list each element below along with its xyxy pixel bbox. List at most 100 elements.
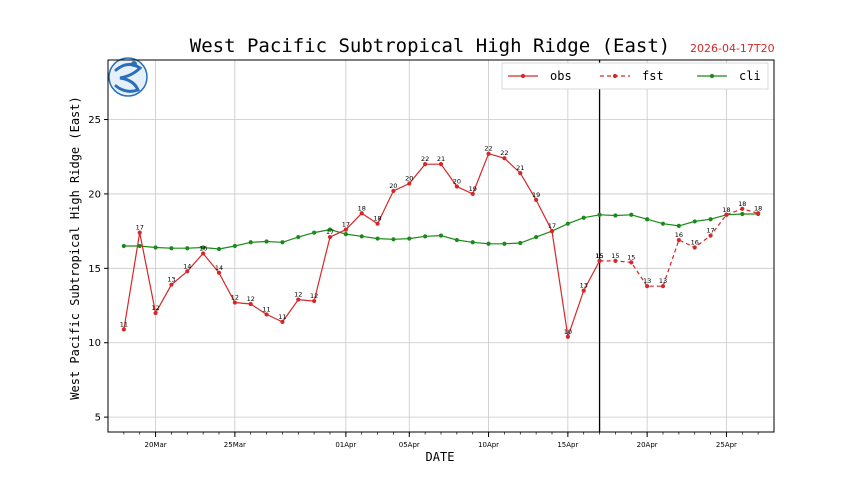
data-point-obs <box>359 211 364 216</box>
data-point-obs <box>423 162 428 167</box>
x-tick-label: 01Apr <box>335 441 356 449</box>
data-point-cli <box>391 237 396 242</box>
meteorology-logo-icon <box>108 57 148 97</box>
axes: 5 10 15 20 25 20Mar 25Mar 01Apr 05Apr 10Apr 15Apr 2… <box>88 60 759 449</box>
data-label-obs: 20 <box>405 175 413 183</box>
data-label-obs: 13 <box>580 282 588 290</box>
data-point-obs <box>454 184 459 189</box>
data-point-obs <box>327 234 333 240</box>
data-label-obs: 15 <box>595 252 603 260</box>
data-point-obs <box>137 230 142 235</box>
data-point-cli <box>137 243 142 249</box>
data-label-obs: 14 <box>183 262 191 270</box>
legend-marker-obs <box>520 73 526 79</box>
data-point-cli <box>486 241 491 246</box>
data-point-fst <box>756 211 761 216</box>
data-point-obs <box>264 312 269 317</box>
timestamp: 2026-04-17T20 <box>690 42 775 55</box>
data-point-cli <box>169 246 174 251</box>
data-label-obs: 21 <box>516 164 524 172</box>
data-point-cli <box>565 221 570 226</box>
data-point-obs <box>486 151 491 156</box>
x-tick-label: 15Apr <box>557 441 578 449</box>
legend-box <box>501 62 769 90</box>
legend-label-fst: fst <box>642 69 664 83</box>
data-point-obs <box>407 181 412 186</box>
x-tick-label: 25Apr <box>716 441 737 449</box>
data-label-fst: 16 <box>675 231 683 239</box>
data-labels: 15 15 15 13 13 16 16 17 18 18 18 11 17 12 13 14 16 14 12 12… <box>120 145 763 336</box>
data-label-obs: 11 <box>120 320 128 328</box>
legend: obs fst cli <box>501 62 769 90</box>
x-tick-label: 25Mar <box>224 441 246 449</box>
data-point-cli <box>185 246 190 251</box>
data-point-cli <box>343 231 348 237</box>
series-line-fst <box>599 208 759 287</box>
data-point-obs <box>280 319 285 324</box>
data-point-fst <box>740 206 745 211</box>
data-label-obs: 14 <box>215 264 223 272</box>
data-point-obs <box>153 310 158 316</box>
data-point-obs <box>201 251 206 256</box>
data-label-fst: 15 <box>611 252 619 260</box>
data-point-cli <box>232 243 237 249</box>
data-point-obs <box>216 270 222 275</box>
data-point-cli <box>359 234 364 239</box>
data-label-fst: 18 <box>738 200 746 208</box>
data-point-obs <box>312 298 317 304</box>
data-point-cli <box>438 233 444 238</box>
data-point-fst <box>676 237 681 243</box>
series <box>121 151 761 339</box>
data-point-cli <box>676 223 681 229</box>
data-point-cli <box>375 236 380 241</box>
data-point-cli <box>534 234 539 240</box>
data-point-cli <box>518 240 523 246</box>
data-label-obs: 13 <box>167 276 175 284</box>
data-label-obs: 22 <box>500 149 508 157</box>
data-label-obs: 18 <box>358 204 366 212</box>
data-point-fst <box>629 260 634 265</box>
data-label-obs: 17 <box>136 224 144 232</box>
data-point-obs <box>185 269 190 274</box>
data-point-fst <box>708 233 713 238</box>
data-point-cli <box>470 240 475 245</box>
data-point-cli <box>312 230 317 235</box>
data-label-obs: 12 <box>294 291 302 299</box>
data-point-cli <box>645 217 650 222</box>
data-point-obs <box>549 229 555 234</box>
data-point-cli <box>629 212 634 217</box>
data-label-obs: 22 <box>421 155 429 163</box>
y-tick-label: 5 <box>95 413 101 424</box>
data-point-obs <box>518 170 523 176</box>
data-point-cli <box>597 212 602 217</box>
y-tick-label: 25 <box>88 115 101 126</box>
data-point-cli <box>502 241 507 246</box>
data-point-cli <box>708 217 713 222</box>
data-point-obs <box>248 301 253 307</box>
data-point-obs <box>581 288 586 293</box>
data-label-fst: 18 <box>754 204 762 212</box>
data-point-cli <box>613 213 618 218</box>
data-label-obs: 12 <box>151 304 159 312</box>
x-tick-label: 20Apr <box>637 441 658 449</box>
y-tick-label: 10 <box>88 338 101 349</box>
x-tick-label: 20Mar <box>145 441 167 449</box>
data-point-obs <box>296 297 301 302</box>
data-label-fst: 18 <box>722 206 730 214</box>
legend-marker-fst <box>612 73 618 79</box>
data-point-cli <box>423 234 428 239</box>
data-label-obs: 17 <box>548 222 556 230</box>
data-point-obs <box>470 191 475 197</box>
data-point-obs <box>502 156 507 161</box>
data-point-cli <box>581 215 586 220</box>
data-point-obs <box>232 300 237 305</box>
data-point-obs <box>438 162 444 167</box>
data-label-fst: 15 <box>595 252 603 260</box>
data-point-cli <box>660 221 666 226</box>
data-point-cli <box>201 245 206 250</box>
data-point-obs <box>343 227 348 232</box>
data-point-fst <box>724 212 729 217</box>
data-label-obs: 19 <box>469 185 477 193</box>
legend-marker-cli <box>709 73 715 79</box>
legend-label-obs: obs <box>550 69 572 83</box>
